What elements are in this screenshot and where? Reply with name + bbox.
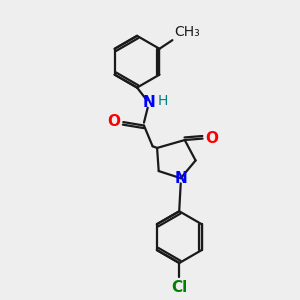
Text: N: N bbox=[143, 95, 155, 110]
Text: N: N bbox=[174, 171, 187, 186]
Text: CH₃: CH₃ bbox=[174, 25, 200, 39]
Text: Cl: Cl bbox=[171, 280, 188, 295]
Text: O: O bbox=[206, 130, 218, 146]
Text: O: O bbox=[107, 114, 120, 129]
Text: H: H bbox=[158, 94, 168, 108]
